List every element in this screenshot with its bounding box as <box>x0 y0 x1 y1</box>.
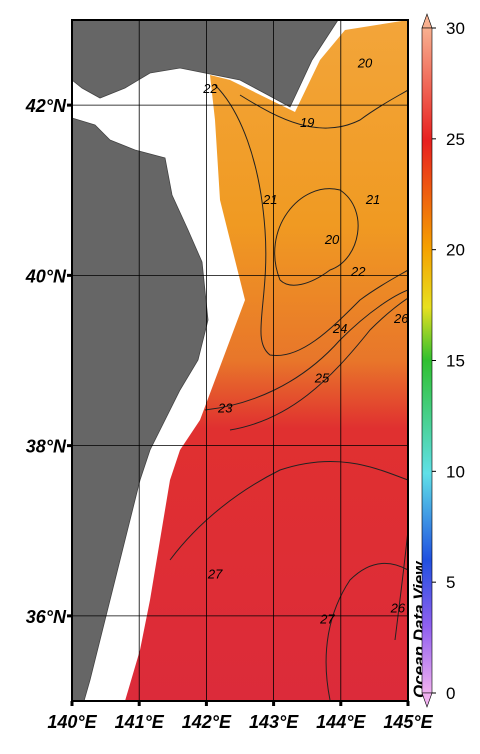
contour-label: 27 <box>207 566 223 581</box>
lat-tick-label: 36°N <box>26 607 67 627</box>
colorbar-tick-label: 10 <box>446 462 465 481</box>
contour-label: 25 <box>314 371 330 386</box>
colorbar-bottom-arrow <box>421 692 433 708</box>
colorbar-tick-label: 15 <box>446 352 465 371</box>
map-frame <box>71 19 409 702</box>
colorbar <box>421 27 433 694</box>
contours <box>169 84 408 701</box>
contour-label: 24 <box>332 321 347 336</box>
contour-label: 20 <box>357 56 373 71</box>
colorbar-tick-label: 20 <box>446 241 465 260</box>
colorbar-top-arrow <box>421 13 433 29</box>
graticule <box>72 20 408 701</box>
contour-label: 26 <box>390 600 406 615</box>
map-area <box>72 20 408 701</box>
contour-label: 21 <box>262 192 277 207</box>
lon-tick-label: 144°E <box>316 712 366 732</box>
colorbar-tick-label: 30 <box>446 19 465 38</box>
lat-tick-label: 38°N <box>26 437 67 457</box>
lat-tick-label: 42°N <box>25 96 67 116</box>
lon-tick-label: 143°E <box>249 712 299 732</box>
land <box>72 20 339 701</box>
colorbar-tick-label: 0 <box>446 684 455 703</box>
contour-label: 19 <box>300 115 314 130</box>
contour-label: 20 <box>324 232 340 247</box>
contour-label: 27 <box>319 611 335 626</box>
colorbar-tick-label: 25 <box>446 130 465 149</box>
colorbar-tick-label: 5 <box>446 573 455 592</box>
lon-tick-label: 142°E <box>182 712 232 732</box>
contour-label: 22 <box>202 81 218 96</box>
lon-tick-label: 141°E <box>115 712 165 732</box>
contour-label: 22 <box>350 264 366 279</box>
lon-tick-label: 145°E <box>383 712 433 732</box>
contour-label: 21 <box>365 192 380 207</box>
lat-tick-label: 40°N <box>25 266 67 286</box>
contour-label: 26 <box>393 311 409 326</box>
lon-tick-label: 140°E <box>47 712 97 732</box>
contour-label: 23 <box>217 400 233 415</box>
